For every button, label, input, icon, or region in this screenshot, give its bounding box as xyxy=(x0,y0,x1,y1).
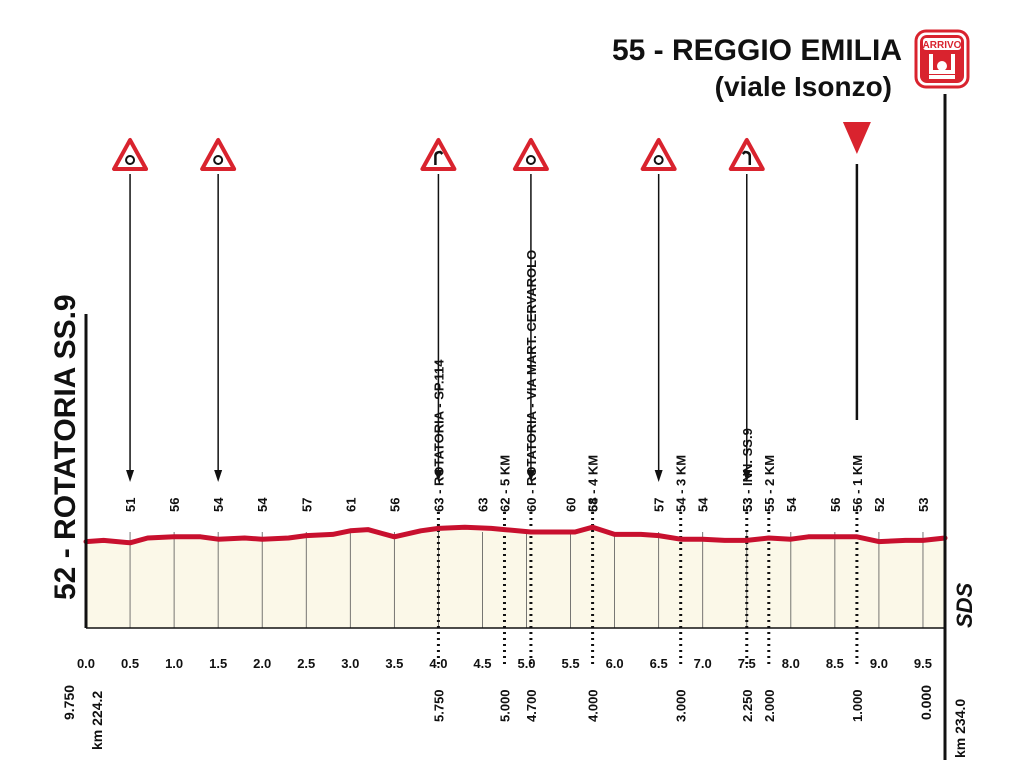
finish-remaining: 0.000 xyxy=(918,685,934,720)
x-tick-label: 3.5 xyxy=(385,656,403,671)
altitude-label: 54 xyxy=(784,497,799,512)
x-tick-label: 4.5 xyxy=(473,656,491,671)
waypoint-remaining-label: 4.700 xyxy=(524,689,539,722)
roundabout-symbol xyxy=(125,155,136,165)
altitude-label: 53 xyxy=(740,498,755,512)
altitude-label: 57 xyxy=(299,498,314,512)
roundabout-symbol xyxy=(213,155,224,165)
x-tick-label: 1.5 xyxy=(209,656,227,671)
waypoint-remaining-label: 5.000 xyxy=(497,689,512,722)
x-tick-label: 6.0 xyxy=(606,656,624,671)
arrivo-badge-text: ARRIVO xyxy=(923,40,962,51)
roundabout-icon xyxy=(200,138,237,171)
plot-area: 0.0 0.5 1.0 1.5 2.0 2.5 3.0 3.5 4.0 4.5 5.0 5.5 6.0 6… xyxy=(77,122,948,722)
x-tick-label: 5.5 xyxy=(562,656,580,671)
left-turn-icon xyxy=(728,138,765,171)
waypoint-label: 54 - 3 KM xyxy=(674,455,689,512)
waypoint-remaining-label: 2.250 xyxy=(740,689,755,722)
x-tick-label: 8.0 xyxy=(782,656,800,671)
altitude-label: 56 xyxy=(828,498,843,512)
altitude-label: 61 xyxy=(343,498,358,512)
turn-symbol xyxy=(434,150,444,165)
altitude-label: 53 xyxy=(916,498,931,512)
hazard-arrow-head xyxy=(214,470,223,482)
right-turn-icon xyxy=(420,138,457,171)
waypoint-label: 56 - 1 KM xyxy=(850,455,865,512)
roundabout-icon xyxy=(640,138,677,171)
waypoint-label: 64 - 4 KM xyxy=(586,455,601,512)
x-tick-label: 9.0 xyxy=(870,656,888,671)
altitude-label: 51 xyxy=(123,498,138,512)
x-tick-label: 9.5 xyxy=(914,656,932,671)
altitude-label: 60 xyxy=(564,498,579,512)
waypoint-remaining-label: 3.000 xyxy=(674,689,689,722)
waypoint-remaining-label: 5.750 xyxy=(431,689,446,722)
altitude-label: 57 xyxy=(652,498,667,512)
altitude-label: 52 xyxy=(872,498,887,512)
altitude-label: 54 xyxy=(255,497,270,512)
x-tick-label: 1.0 xyxy=(165,656,183,671)
altitude-label: 56 xyxy=(167,498,182,512)
roundabout-icon xyxy=(512,138,549,171)
start-remaining: 9.750 xyxy=(61,685,77,720)
x-tick-label: 3.0 xyxy=(341,656,359,671)
start-km: km 224.2 xyxy=(89,691,105,750)
altitude-label: 63 xyxy=(475,498,490,512)
waypoint-label: 55 - 2 KM xyxy=(762,455,777,512)
roundabout-icon xyxy=(112,138,149,171)
altitude-label: 54 xyxy=(696,497,711,512)
finish-km: km 234.0 xyxy=(952,699,968,758)
hazard-arrow-head xyxy=(654,470,663,482)
x-tick-label: 8.5 xyxy=(826,656,844,671)
altitude-label: 56 xyxy=(387,498,402,512)
x-tick-label: 2.5 xyxy=(297,656,315,671)
finish-arrivo-icon: ARRIVO xyxy=(913,28,971,90)
altitude-label: 58 xyxy=(586,498,601,512)
roundabout-symbol xyxy=(525,155,536,165)
profile-area xyxy=(86,527,945,628)
x-tick-label: 5.0 xyxy=(517,656,535,671)
finish-subtitle: (viale Isonzo) xyxy=(715,71,892,102)
x-tick-label: 7.0 xyxy=(694,656,712,671)
turn-symbol xyxy=(741,150,752,165)
start-label: 52 - ROTATORIA SS.9 xyxy=(49,294,82,600)
altitude-label: 54 xyxy=(211,497,226,512)
x-tick-label: 7.5 xyxy=(738,656,756,671)
x-tick-label: 6.5 xyxy=(650,656,668,671)
hazard-arrow-head xyxy=(526,470,535,482)
x-tick-label: 4.0 xyxy=(429,656,447,671)
x-tick-label: 2.0 xyxy=(253,656,271,671)
waypoint-remaining-label: 2.000 xyxy=(762,689,777,722)
hazard-arrow-head xyxy=(126,470,135,482)
waypoint-label: 62 - 5 KM xyxy=(497,455,512,512)
waypoint-remaining-label: 1.000 xyxy=(850,689,865,722)
start-block: 52 - ROTATORIA SS.9 9.750 km 224.2 xyxy=(49,294,105,750)
x-tick-label: 0.0 xyxy=(77,656,95,671)
waypoint-remaining-label: 4.000 xyxy=(586,689,601,722)
brand-logo: SDS xyxy=(952,582,977,628)
profile-line xyxy=(83,524,948,546)
hazard-arrow-head xyxy=(434,470,443,482)
finish-block: 55 - REGGIO EMILIA (viale Isonzo) 0.000 … xyxy=(612,34,977,760)
flamme-rouge-icon xyxy=(842,122,871,154)
roundabout-symbol xyxy=(653,155,664,165)
x-tick-label: 0.5 xyxy=(121,656,139,671)
hazard-arrow-head xyxy=(742,470,751,482)
finish-title: 55 - REGGIO EMILIA xyxy=(612,34,902,67)
